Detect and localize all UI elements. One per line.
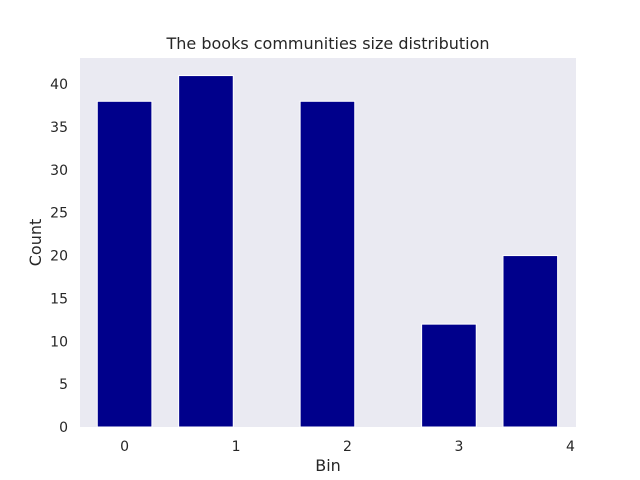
x-tick-label: 4: [566, 439, 575, 455]
y-tick-label: 30: [50, 163, 68, 179]
x-tick-label: 2: [343, 439, 352, 455]
y-axis-label: Count: [26, 219, 45, 267]
bar-4: [502, 255, 559, 428]
bar-3: [421, 323, 477, 428]
bar-2: [299, 100, 356, 428]
x-tick-labels: 0 1 2 3 4: [120, 439, 575, 455]
y-tick-label: 10: [50, 334, 68, 350]
y-tick-label: 5: [59, 377, 68, 393]
x-axis-label: Bin: [315, 456, 341, 475]
chart-title: The books communities size distribution: [165, 34, 489, 53]
y-tick-label: 20: [50, 249, 68, 265]
y-tick-label: 35: [50, 120, 68, 136]
bar-0: [96, 100, 153, 428]
y-tick-label: 15: [50, 291, 68, 307]
bar-1: [178, 75, 234, 428]
x-tick-label: 3: [455, 439, 464, 455]
bars-group: [96, 75, 559, 428]
x-tick-label: 1: [232, 439, 241, 455]
x-tick-label: 0: [120, 439, 129, 455]
y-tick-label: 25: [50, 206, 68, 222]
y-tick-label: 0: [59, 420, 68, 436]
y-tick-labels: 0 5 10 15 20 25 30 35 40: [50, 77, 68, 436]
y-tick-label: 40: [50, 77, 68, 93]
